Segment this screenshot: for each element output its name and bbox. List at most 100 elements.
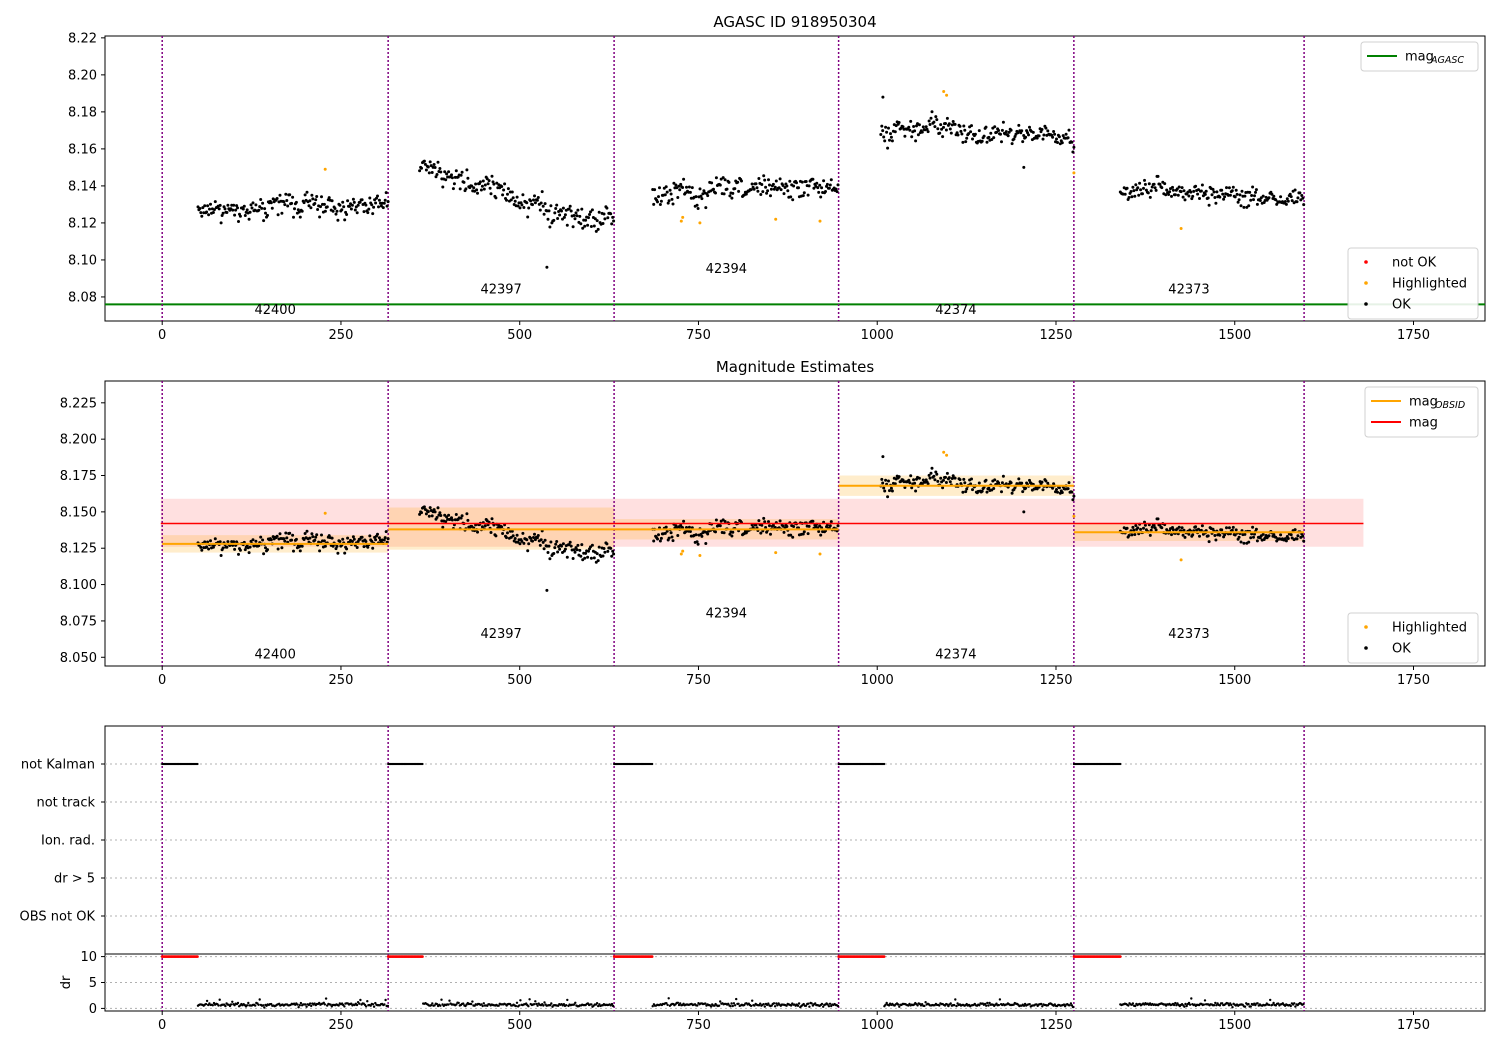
estimates-lower-legend-label: OK	[1392, 642, 1411, 657]
dr-point	[1212, 1004, 1216, 1007]
ok-point	[353, 208, 357, 212]
ok-point	[944, 475, 947, 479]
ok-point	[749, 188, 753, 192]
dr-point	[573, 1003, 576, 1006]
ok-point	[490, 174, 494, 178]
ok-point	[532, 536, 535, 539]
ok-point	[935, 118, 939, 122]
ok-point	[663, 531, 667, 535]
ok-point	[967, 132, 971, 136]
dr-clipped-point	[650, 955, 654, 958]
ok-point	[543, 202, 547, 206]
ok-point	[385, 204, 389, 208]
ok-point	[1243, 532, 1247, 536]
dr-point	[435, 1002, 439, 1006]
dr-point	[676, 1001, 680, 1004]
dr-point	[211, 1004, 214, 1007]
ok-point	[223, 207, 227, 211]
ok-point	[1139, 527, 1143, 531]
ok-point	[383, 198, 387, 202]
ok-point	[586, 223, 590, 227]
dr-point	[802, 1002, 805, 1006]
ok-point	[1009, 128, 1013, 132]
ok-point	[472, 186, 476, 190]
ok-point	[225, 211, 229, 214]
ok-point	[541, 204, 545, 208]
ok-point	[466, 176, 470, 180]
ok-point	[447, 513, 451, 517]
dr-point	[308, 1002, 312, 1005]
flag-row-label: OBS not OK	[20, 910, 96, 925]
ok-point	[658, 539, 662, 543]
ok-point	[283, 203, 287, 207]
ok-point	[822, 179, 826, 183]
ok-point	[1182, 189, 1186, 193]
ok-point	[903, 486, 907, 489]
ok-point	[262, 552, 266, 556]
dr-point	[1041, 1005, 1044, 1008]
dr-point	[470, 1002, 473, 1006]
ok-point	[948, 480, 952, 484]
dr-point	[1203, 999, 1207, 1002]
ok-point	[602, 547, 606, 550]
ok-point	[664, 185, 668, 189]
ok-point	[593, 217, 597, 221]
ok-point	[259, 198, 263, 201]
ok-point	[759, 531, 763, 535]
ok-point	[1148, 195, 1152, 199]
ok-point	[1123, 192, 1127, 196]
ok-point	[1040, 128, 1044, 131]
ok-point	[226, 203, 230, 207]
ok-point	[1213, 196, 1217, 199]
highlighted-point	[679, 552, 683, 556]
dr-point	[358, 1002, 361, 1005]
ok-point	[276, 213, 280, 217]
ok-point	[1212, 190, 1216, 194]
ok-point	[302, 538, 306, 541]
ok-point	[506, 531, 509, 535]
ok-point	[322, 202, 326, 206]
ok-point	[706, 194, 710, 198]
ok-point	[377, 205, 380, 209]
ok-point	[305, 529, 309, 533]
ok-point	[243, 214, 247, 217]
ok-point	[1285, 197, 1289, 201]
ok-point	[1187, 194, 1191, 198]
ok-point	[1180, 526, 1184, 530]
ok-point	[1158, 182, 1162, 186]
ok-point	[1228, 193, 1232, 197]
dr-point	[776, 1004, 779, 1007]
ok-point	[336, 551, 340, 555]
ok-point	[541, 540, 545, 544]
ok-point	[962, 124, 966, 128]
ok-point	[438, 167, 442, 170]
ok-point	[1051, 135, 1055, 139]
ok-point	[207, 213, 211, 217]
ok-point	[420, 166, 423, 170]
ok-point	[1299, 198, 1303, 202]
dr-point	[447, 1003, 450, 1006]
ok-point	[881, 95, 885, 99]
ok-point	[241, 207, 245, 211]
ok-point	[920, 130, 924, 134]
ok-point	[311, 197, 315, 201]
ok-point	[1284, 202, 1288, 206]
ok-point	[764, 185, 768, 189]
ok-point	[288, 531, 292, 535]
ok-point	[596, 227, 600, 231]
dr-point	[359, 998, 362, 1002]
ok-point	[349, 207, 353, 211]
ok-point	[962, 477, 966, 481]
ok-point	[219, 221, 223, 225]
ok-point	[350, 203, 354, 207]
ok-point	[1056, 141, 1059, 144]
ok-point	[346, 199, 350, 203]
ok-point	[362, 210, 366, 214]
dr-point	[735, 997, 738, 1001]
ok-point	[1040, 480, 1044, 484]
ok-point	[723, 520, 727, 523]
ok-point	[1242, 541, 1246, 545]
dr-point	[1218, 1004, 1222, 1007]
ok-point	[665, 190, 669, 194]
